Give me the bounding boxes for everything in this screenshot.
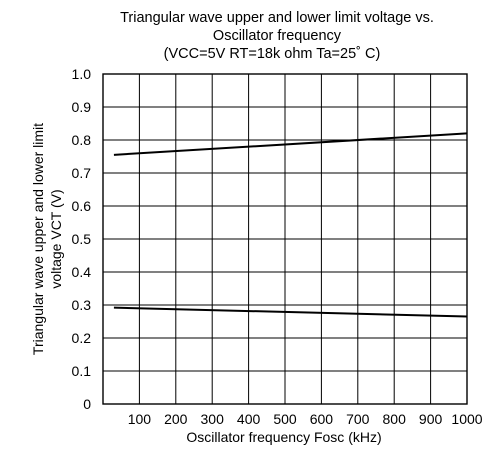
- y-axis-label-line-2: voltage VCT (V): [48, 189, 64, 288]
- x-tick-label: 700: [346, 411, 370, 427]
- y-tick-label: 0.9: [72, 99, 92, 115]
- x-tick-label: 900: [419, 411, 443, 427]
- y-tick-label: 0.6: [72, 198, 92, 214]
- x-tick-label: 600: [310, 411, 334, 427]
- y-tick-label: 0.8: [72, 132, 92, 148]
- x-tick-label: 400: [237, 411, 261, 427]
- y-tick-label: 0.5: [72, 231, 92, 247]
- chart-title-line-2: Oscillator frequency: [213, 28, 342, 44]
- tick-labels: 100 200 300 400 500 600 700 800 900 1000 0 0.1 0.2 0.…: [72, 66, 483, 427]
- grid: [103, 73, 468, 405]
- x-tick-label: 800: [383, 411, 407, 427]
- y-tick-label: 0.3: [72, 297, 92, 313]
- x-axis-label: Oscillator frequency Fosc (kHz): [186, 429, 381, 445]
- y-tick-label: 0.7: [72, 165, 92, 181]
- y-tick-label: 0.1: [72, 363, 92, 379]
- chart-title-line-1: Triangular wave upper and lower limit vo…: [120, 10, 434, 26]
- series-line-2: [113, 306, 468, 318]
- plot-frame: [102, 73, 468, 405]
- y-axis-label-line-1: Triangular wave upper and lower limit: [30, 123, 46, 355]
- series: [113, 132, 468, 318]
- x-tick-label: 100: [128, 411, 152, 427]
- chart-title-line-3: (VCC=5V RT=18k ohm Ta=25˚ C): [164, 46, 381, 62]
- x-tick-label: 300: [201, 411, 225, 427]
- x-tick-label: 500: [273, 411, 297, 427]
- x-tick-label: 1000: [451, 411, 482, 427]
- y-tick-label: 0.2: [72, 330, 92, 346]
- y-tick-label: 0.4: [72, 264, 92, 280]
- series-line-1: [113, 132, 468, 156]
- y-tick-label: 1.0: [72, 66, 92, 82]
- y-tick-label: 0: [83, 396, 91, 412]
- x-tick-label: 200: [164, 411, 188, 427]
